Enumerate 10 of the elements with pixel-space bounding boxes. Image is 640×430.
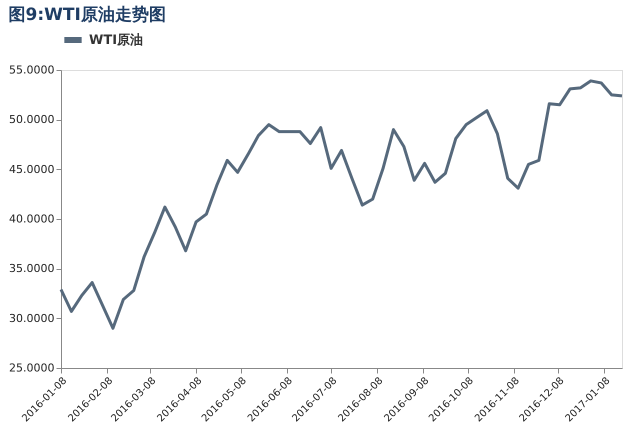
chart-title: 图9:WTI原油走势图 <box>8 5 166 25</box>
y-tick-label: 30.0000 <box>9 312 54 325</box>
legend-label: WTI原油 <box>89 33 144 48</box>
y-tick-label: 40.0000 <box>9 212 54 226</box>
y-tick-label: 35.0000 <box>9 262 54 276</box>
y-tick-label: 50.0000 <box>9 113 54 126</box>
y-tick-label: 55.0000 <box>9 64 54 76</box>
line-series <box>60 79 624 330</box>
y-tick-label: 45.0000 <box>9 162 54 176</box>
y-tick-label: 25.0000 <box>9 362 54 374</box>
